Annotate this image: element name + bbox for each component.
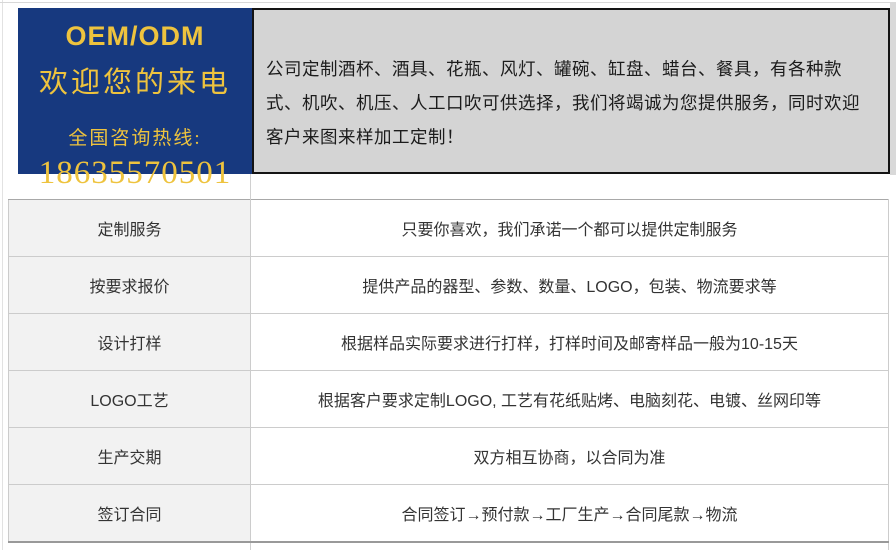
page-right-strip — [890, 2, 896, 175]
hotline-phone-number: 18635570501 — [38, 155, 232, 191]
service-row: 定制服务 只要你喜欢，我们承诺一个都可以提供定制服务 — [8, 199, 889, 257]
service-row-value: 双方相互协商，以合同为准 — [250, 427, 889, 485]
service-rows: 定制服务 只要你喜欢，我们承诺一个都可以提供定制服务 按要求报价 提供产品的器型、参数… — [8, 199, 889, 543]
service-row: 设计打样 根据样品实际要求进行打样，打样时间及邮寄样品一般为10-15天 — [8, 313, 889, 371]
column-rule-segment — [250, 541, 251, 550]
brand-subtitle: 欢迎您的来电 — [38, 67, 231, 99]
column-rule-segment — [250, 174, 251, 199]
service-row-label: 定制服务 — [8, 199, 251, 257]
hotline-label: 全国咨询热线: — [68, 128, 202, 149]
service-row-label: 按要求报价 — [8, 256, 251, 314]
service-row-value: 提供产品的器型、参数、数量、LOGO，包装、物流要求等 — [250, 256, 889, 314]
service-row-value: 只要你喜欢，我们承诺一个都可以提供定制服务 — [250, 199, 889, 257]
service-row-label: 签订合同 — [8, 484, 251, 543]
page-top-rule — [0, 2, 896, 3]
service-row: 按要求报价 提供产品的器型、参数、数量、LOGO，包装、物流要求等 — [8, 256, 889, 314]
right-rule-segment — [888, 541, 889, 550]
service-row-label: 设计打样 — [8, 313, 251, 371]
service-process-table: 定制服务 只要你喜欢，我们承诺一个都可以提供定制服务 按要求报价 提供产品的器型、参数… — [8, 199, 889, 543]
page-left-rule — [2, 0, 3, 550]
company-intro-text: 公司定制酒杯、酒具、花瓶、风灯、罐碗、缸盘、蜡台、餐具，有各种款式、机吹、机压、… — [266, 59, 860, 147]
service-row: 生产交期 双方相互协商，以合同为准 — [8, 427, 889, 485]
service-row: 签订合同 合同签订→预付款→工厂生产→合同尾款→物流 — [8, 484, 889, 543]
promo-banner: OEM/ODM 欢迎您的来电 全国咨询热线: 18635570501 公司定制酒… — [18, 8, 890, 191]
service-row-value: 根据客户要求定制LOGO, 工艺有花纸贴烤、电脑刻花、电镀、丝网印等 — [250, 370, 889, 428]
service-row-label: LOGO工艺 — [8, 370, 251, 428]
brand-title: OEM/ODM — [65, 21, 205, 51]
service-row-value: 合同签订→预付款→工厂生产→合同尾款→物流 — [250, 484, 889, 543]
company-intro-box: 公司定制酒杯、酒具、花瓶、风灯、罐碗、缸盘、蜡台、餐具，有各种款式、机吹、机压、… — [252, 8, 890, 174]
service-row-label: 生产交期 — [8, 427, 251, 485]
service-row: LOGO工艺 根据客户要求定制LOGO, 工艺有花纸贴烤、电脑刻花、电镀、丝网印等 — [8, 370, 889, 428]
brand-contact-box: OEM/ODM 欢迎您的来电 全国咨询热线: 18635570501 — [18, 8, 252, 191]
service-row-value: 根据样品实际要求进行打样，打样时间及邮寄样品一般为10-15天 — [250, 313, 889, 371]
